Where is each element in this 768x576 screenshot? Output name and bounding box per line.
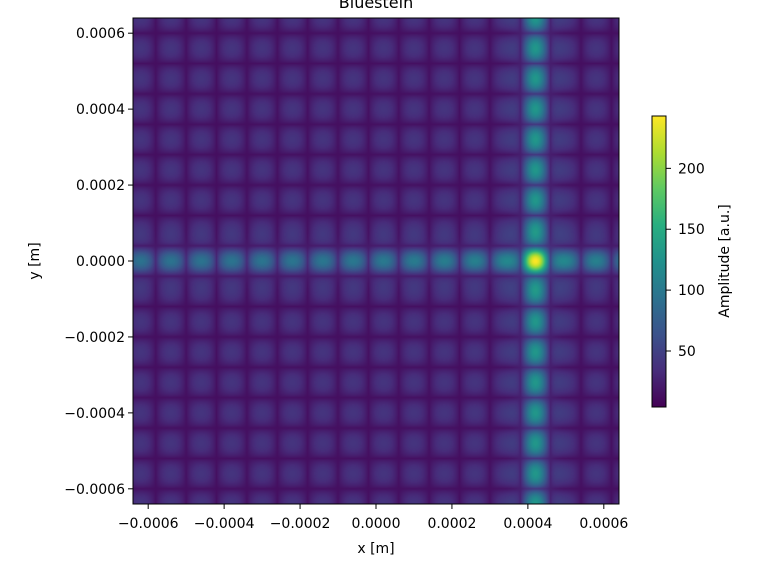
y-tick-label: −0.0006 xyxy=(64,482,125,498)
x-axis: −0.0006 −0.0004 −0.0002 0.0000 0.0002 0.0004 0… xyxy=(118,504,628,532)
x-tick-label: −0.0006 xyxy=(118,516,179,532)
colorbar-tick-label: 150 xyxy=(678,222,705,238)
x-tick-label: 0.0006 xyxy=(579,516,628,532)
x-axis-label: x [m] xyxy=(357,541,394,557)
x-tick-label: −0.0002 xyxy=(270,516,331,532)
colorbar-label: Amplitude [a.u.] xyxy=(717,204,733,317)
y-axis: 0.0006 0.0004 0.0002 0.0000 −0.0002 −0.0004 −0… xyxy=(64,26,133,498)
colorbar-gradient xyxy=(651,115,667,408)
y-axis-label: y [m] xyxy=(27,242,43,279)
chart-title: Bluestein xyxy=(339,0,413,12)
colorbar-tick-label: 200 xyxy=(678,161,705,177)
colorbar-ticks: 50 100 150 200 xyxy=(666,161,705,360)
x-tick-label: −0.0004 xyxy=(194,516,255,532)
y-tick-label: 0.0004 xyxy=(76,102,125,118)
y-tick-label: −0.0002 xyxy=(64,330,125,346)
colorbar: 50 100 150 200 Amplitude [a.u.] xyxy=(651,115,733,408)
x-tick-label: 0.0004 xyxy=(503,516,552,532)
colorbar-tick-label: 50 xyxy=(678,344,696,360)
y-tick-label: 0.0000 xyxy=(76,254,125,270)
x-tick-label: 0.0002 xyxy=(427,516,476,532)
heatmap-image xyxy=(133,18,619,504)
plot-area xyxy=(132,17,620,505)
y-tick-label: 0.0002 xyxy=(76,178,125,194)
y-tick-label: −0.0004 xyxy=(64,406,125,422)
y-tick-label: 0.0006 xyxy=(76,26,125,42)
x-tick-label: 0.0000 xyxy=(352,516,401,532)
colorbar-tick-label: 100 xyxy=(678,283,705,299)
